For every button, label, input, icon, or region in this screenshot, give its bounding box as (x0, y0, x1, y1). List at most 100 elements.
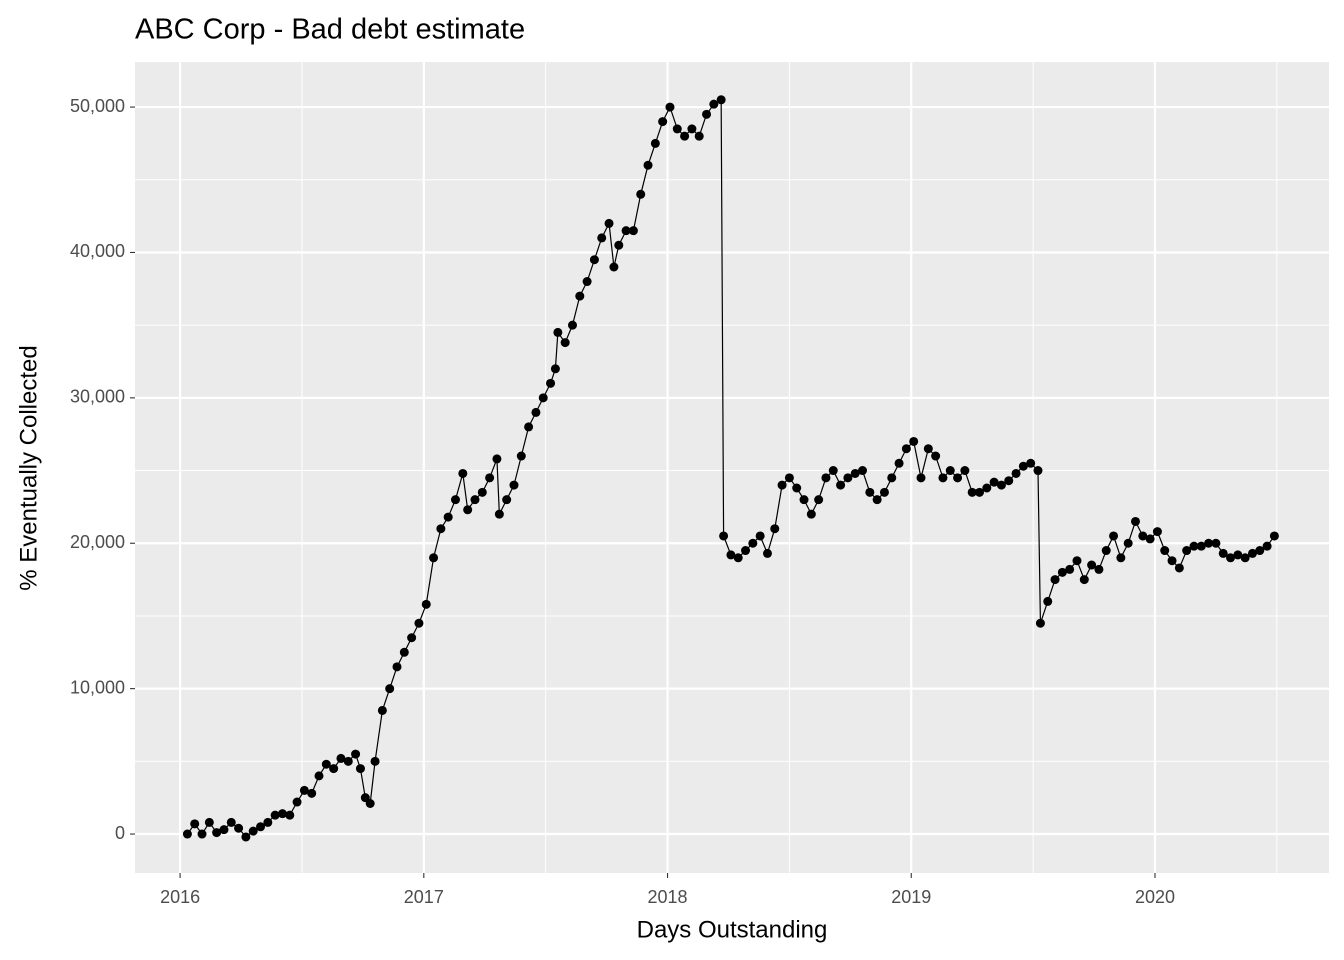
data-point (492, 454, 502, 464)
data-point (975, 487, 985, 497)
data-point (621, 226, 631, 236)
data-point (850, 468, 860, 478)
data-point (755, 531, 765, 541)
data-point (923, 444, 933, 454)
axes: 0 10,000 20,000 30,000 40,000 50,000 2016 2017 2… (70, 96, 1175, 907)
data-point (1152, 527, 1162, 537)
data-point (872, 495, 882, 505)
data-point (931, 451, 941, 461)
data-point (828, 466, 838, 476)
data-point (865, 487, 875, 497)
data-point (355, 764, 365, 774)
data-point (285, 810, 295, 820)
data-point (945, 466, 955, 476)
y-tick-label: 40,000 (70, 241, 125, 261)
data-point (1094, 564, 1104, 574)
data-point (1050, 575, 1060, 585)
data-point (1057, 567, 1067, 577)
data-point (270, 810, 280, 820)
data-point (741, 546, 751, 556)
data-point (643, 160, 653, 170)
data-point (377, 705, 387, 715)
data-point (458, 468, 468, 478)
data-point (726, 550, 736, 560)
data-point (1196, 541, 1206, 551)
data-point (1233, 550, 1243, 560)
data-point (546, 378, 556, 388)
data-point (182, 829, 192, 839)
data-point (477, 487, 487, 497)
data-point (1145, 534, 1155, 544)
data-point (719, 531, 729, 541)
data-point (1087, 560, 1097, 570)
data-point (665, 102, 675, 112)
data-point (502, 495, 512, 505)
data-point (256, 822, 266, 832)
data-point (894, 458, 904, 468)
data-point (960, 466, 970, 476)
data-point (321, 759, 331, 769)
data-point (292, 797, 302, 807)
data-point (485, 473, 495, 483)
data-point (1204, 538, 1214, 548)
data-point (762, 548, 772, 558)
data-point (470, 495, 480, 505)
data-point (1101, 546, 1111, 556)
data-point (550, 364, 560, 374)
data-point (429, 553, 439, 563)
data-point (1262, 541, 1272, 551)
data-point (1226, 553, 1236, 563)
data-point (1138, 531, 1148, 541)
x-tick-label: 2020 (1135, 887, 1175, 907)
data-point (770, 524, 780, 534)
data-point (1167, 556, 1177, 566)
y-tick-label: 30,000 (70, 387, 125, 407)
data-point (1174, 563, 1184, 573)
data-point (1240, 553, 1250, 563)
data-point (658, 117, 668, 127)
data-point (821, 473, 831, 483)
y-tick-label: 0 (115, 823, 125, 843)
data-point (582, 277, 592, 287)
data-point (901, 444, 911, 454)
data-point (806, 509, 816, 519)
data-point (336, 753, 346, 763)
data-point (1072, 556, 1082, 566)
data-point (702, 109, 712, 119)
data-point (234, 823, 244, 833)
data-point (996, 480, 1006, 490)
data-point (1026, 458, 1036, 468)
data-point (277, 809, 287, 819)
data-point (567, 320, 577, 330)
data-point (226, 817, 236, 827)
data-point (1011, 468, 1021, 478)
data-point (560, 338, 570, 348)
data-point (784, 473, 794, 483)
data-point (575, 291, 585, 301)
data-point (443, 512, 453, 522)
data-point (636, 189, 646, 199)
data-point (197, 829, 207, 839)
data-point (248, 826, 258, 836)
marks (182, 95, 1279, 842)
data-point (836, 480, 846, 490)
data-point (733, 553, 743, 563)
data-point (614, 240, 624, 250)
data-point (879, 487, 889, 497)
data-point (916, 473, 926, 483)
x-tick-label: 2018 (648, 887, 688, 907)
data-point (365, 799, 375, 809)
data-point (204, 817, 214, 827)
y-axis-title: % Eventually Collected (15, 345, 42, 590)
data-point (538, 393, 548, 403)
data-point (1043, 596, 1053, 606)
data-point (628, 226, 638, 236)
data-point (1116, 553, 1126, 563)
data-point (436, 524, 446, 534)
data-point (748, 538, 758, 548)
x-tick-label: 2016 (160, 887, 200, 907)
x-axis-title: Days Outstanding (637, 916, 828, 943)
data-point (219, 825, 229, 835)
data-point (494, 509, 504, 519)
